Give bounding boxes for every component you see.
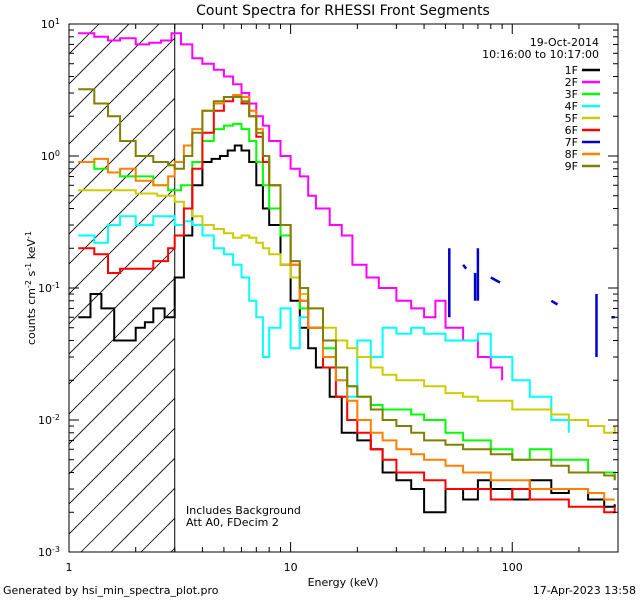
hatch-line [69, 367, 175, 475]
hatch-line [69, 397, 175, 505]
hatch-line [69, 24, 160, 115]
hatch-line [110, 487, 175, 552]
series-lines [78, 32, 616, 514]
hatch-line [69, 37, 175, 145]
series-2F [78, 32, 504, 381]
hatch-line [80, 457, 175, 552]
legend-label-2F: 2F [565, 76, 578, 89]
background-note: Includes Background [186, 504, 301, 517]
y-tick-label: 10-2 [38, 413, 60, 428]
legend-label-1F: 1F [565, 64, 578, 77]
series-8F [78, 94, 615, 501]
timestamp-label: 17-Apr-2023 13:58 [532, 584, 636, 597]
y-tick-label: 100 [41, 149, 60, 164]
legend-label-5F: 5F [565, 112, 578, 125]
plot-frame [68, 23, 619, 553]
legend-label-4F: 4F [565, 100, 578, 113]
generated-by-label: Generated by hsi_min_spectra_plot.pro [3, 584, 219, 597]
hatch-line [69, 427, 175, 535]
y-label-sup-1: -2 [24, 280, 33, 288]
y-label-sup-2: -1 [24, 263, 33, 271]
y-tick-label: 10-1 [38, 281, 60, 296]
legend-label-6F: 6F [565, 124, 578, 137]
hatch-line [69, 217, 175, 325]
x-axis-label: Energy (keV) [308, 576, 379, 589]
y-tick-label: 101 [41, 17, 60, 32]
chart-title: Count Spectra for RHESSI Front Segments [196, 3, 490, 19]
legend-label-8F: 8F [565, 148, 578, 161]
legend-label-7F: 7F [565, 136, 578, 149]
legend-label-9F: 9F [565, 160, 578, 173]
series-4F [78, 215, 570, 433]
excluded-energy-hatch [69, 24, 175, 552]
hatch-line [69, 97, 175, 205]
hatch-line [69, 67, 175, 175]
series-1F [78, 144, 616, 514]
y-tick-label: 10-3 [38, 545, 60, 560]
series-7F [448, 248, 615, 357]
y-label-units: counts cm [25, 288, 38, 345]
date-label: 19-Oct-2014 [530, 36, 599, 49]
time-range-label: 10:16:00 to 10:17:00 [482, 48, 599, 61]
x-axis-ticks: 1 10 100 [66, 24, 619, 574]
legend-label-3F: 3F [565, 88, 578, 101]
hatch-line [69, 247, 175, 355]
y-axis-ticks: 101 100 10-1 10-2 10-3 [38, 17, 618, 560]
y-label-sup-3: -1 [24, 231, 33, 239]
y-label-s: s [25, 270, 38, 279]
y-label-kev: keV [25, 239, 38, 263]
y-axis-label: counts cm-2 s-1 keV-1 [24, 231, 39, 345]
x-tick-label: 1 [66, 561, 73, 574]
series-9F [78, 88, 616, 481]
x-tick-label: 10 [284, 561, 298, 574]
series-3F [78, 122, 616, 481]
hatch-line [69, 277, 175, 385]
x-tick-label: 100 [502, 561, 523, 574]
attenuator-note: Att A0, FDecim 2 [186, 516, 279, 529]
